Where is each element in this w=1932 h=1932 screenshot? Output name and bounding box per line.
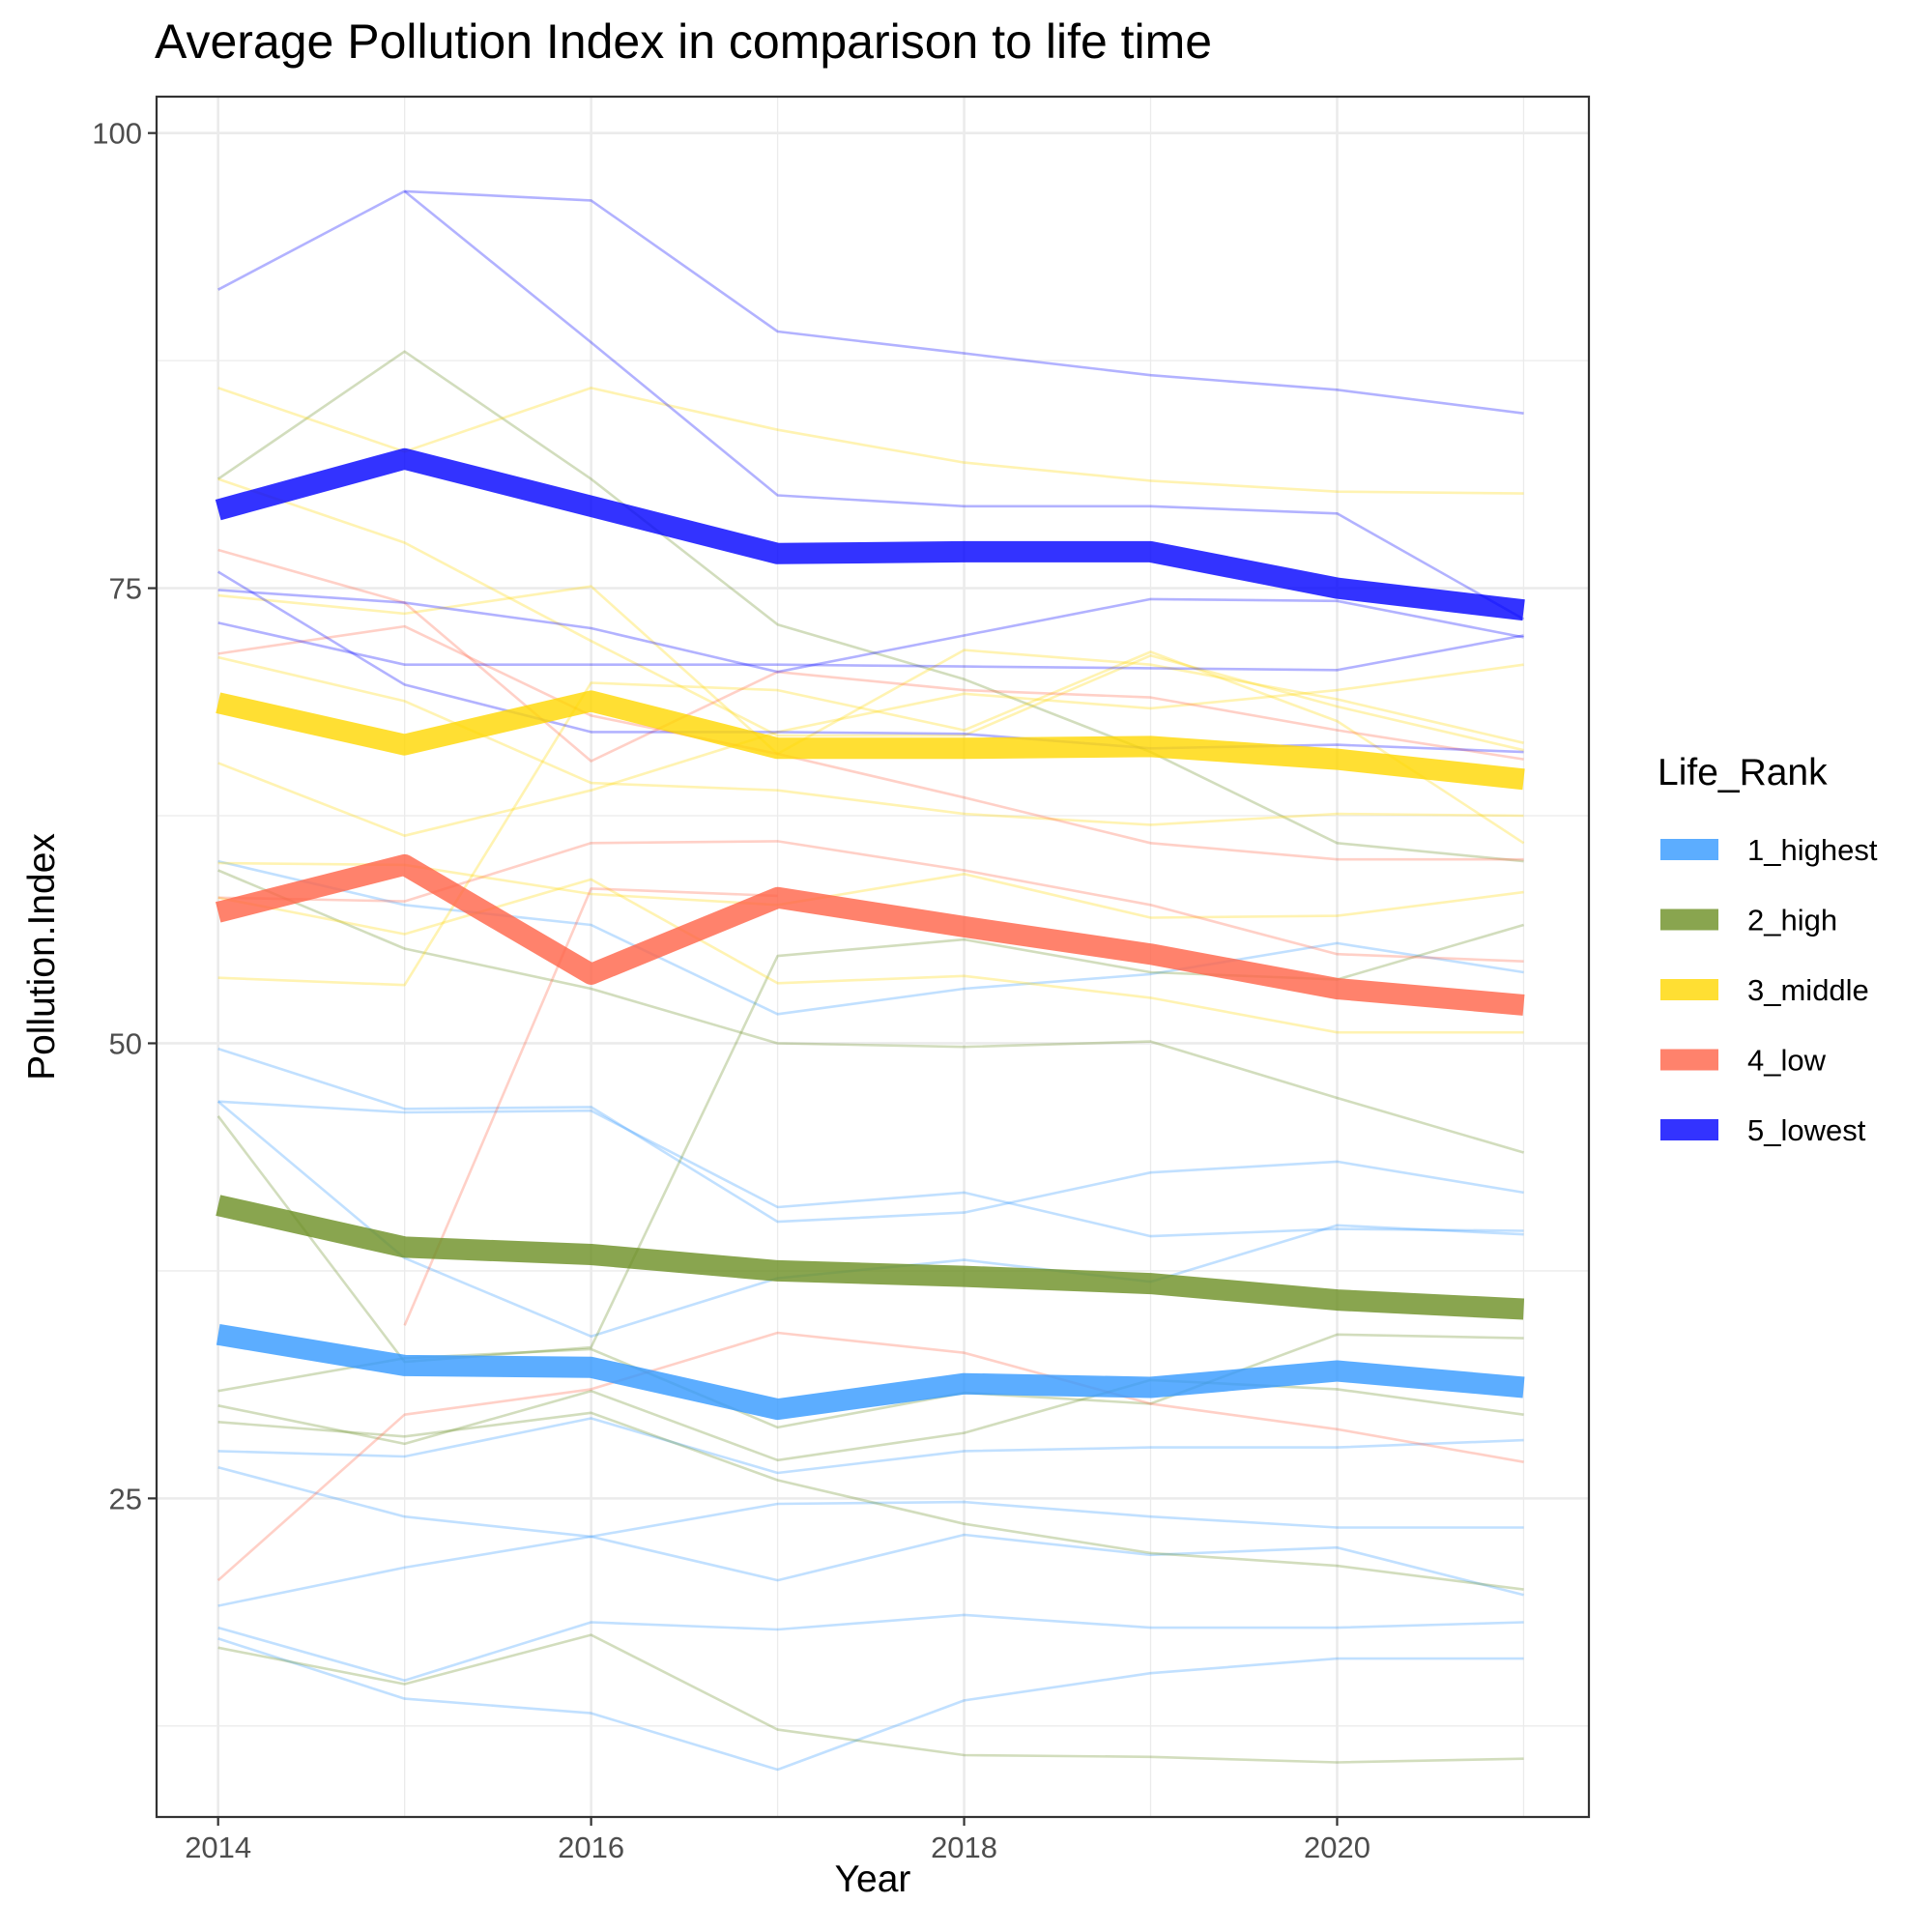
y-tick-label: 75 xyxy=(109,572,142,606)
background-line-3-middle xyxy=(217,477,1524,752)
background-line-3-middle xyxy=(217,585,1524,756)
background-line-5-lowest xyxy=(217,589,1524,674)
background-line-2-high xyxy=(217,1378,1524,1462)
background-lines xyxy=(216,189,1525,1772)
background-line-2-high xyxy=(216,350,1524,863)
legend-label-3-middle: 3_middle xyxy=(1747,973,1869,1007)
background-line-2-high xyxy=(217,869,1524,1154)
legend-key-4-low xyxy=(1660,1049,1718,1071)
background-line-5-lowest xyxy=(403,189,1525,620)
x-tick-label: 2018 xyxy=(931,1831,997,1864)
background-line-1-highest xyxy=(217,859,1524,1016)
background-line-1-highest xyxy=(217,1100,1524,1238)
series-line-3-middle xyxy=(216,690,1525,791)
background-line-4-low xyxy=(217,548,1524,763)
series-line-1-highest xyxy=(216,1323,1525,1421)
legend-label-4-low: 4_low xyxy=(1747,1044,1827,1078)
background-line-3-middle xyxy=(217,650,1525,987)
chart-title: Average Pollution Index in comparison to… xyxy=(155,14,1213,69)
legend-label-5-lowest: 5_lowest xyxy=(1747,1113,1866,1147)
y-tick-label: 50 xyxy=(109,1026,142,1060)
legend-label-1-highest: 1_highest xyxy=(1747,833,1878,867)
background-line-3-middle xyxy=(217,387,1524,495)
background-line-1-highest xyxy=(217,1637,1524,1772)
x-tick-label: 2014 xyxy=(185,1831,251,1864)
x-axis-title: Year xyxy=(835,1859,911,1900)
background-line-4-low xyxy=(216,1331,1524,1582)
y-tick-label: 25 xyxy=(109,1482,142,1515)
background-line-5-lowest xyxy=(217,621,1524,672)
legend-key-3-middle xyxy=(1660,979,1718,1000)
background-line-1-highest xyxy=(217,1417,1524,1475)
y-tick-label: 100 xyxy=(92,117,142,151)
x-tick-label: 2020 xyxy=(1304,1831,1370,1864)
background-line-5-lowest xyxy=(217,189,1524,415)
legend-key-2-high xyxy=(1660,908,1718,931)
background-line-3-middle xyxy=(217,878,1524,1034)
background-line-4-low xyxy=(217,624,1524,861)
background-line-5-lowest xyxy=(217,570,1524,754)
axes: 25 50 75 100 2014 2016 2018 2020 xyxy=(92,95,1591,1864)
background-line-1-highest xyxy=(217,1533,1524,1607)
plot-border xyxy=(155,95,1591,1819)
legend-key-5-lowest xyxy=(1660,1119,1718,1140)
y-axis-title: Pollution.Index xyxy=(21,833,63,1081)
background-line-2-high xyxy=(217,1411,1524,1591)
series-line-5-lowest xyxy=(215,447,1525,621)
background-line-1-highest xyxy=(217,1466,1524,1539)
background-line-3-middle xyxy=(217,663,1524,837)
grid xyxy=(157,97,1589,1817)
legend-label-2-high: 2_high xyxy=(1747,904,1837,937)
series-line-2-high xyxy=(216,1195,1525,1320)
x-tick-label: 2016 xyxy=(558,1831,624,1864)
legend: Life_Rank 1_highest 2_high 3_middle 4_low 5_… xyxy=(1658,752,1878,1147)
background-line-1-highest xyxy=(217,1613,1524,1682)
background-line-3-middle xyxy=(217,655,1524,826)
legend-key-1-highest xyxy=(1660,839,1718,860)
background-line-2-high xyxy=(217,1633,1524,1764)
legend-title: Life_Rank xyxy=(1658,752,1828,793)
series-lines xyxy=(215,447,1525,1421)
series-line-4-low xyxy=(215,853,1525,1016)
background-line-4-low xyxy=(403,887,778,1326)
background-line-1-highest xyxy=(217,1047,1524,1224)
background-line-3-middle xyxy=(217,861,1524,919)
